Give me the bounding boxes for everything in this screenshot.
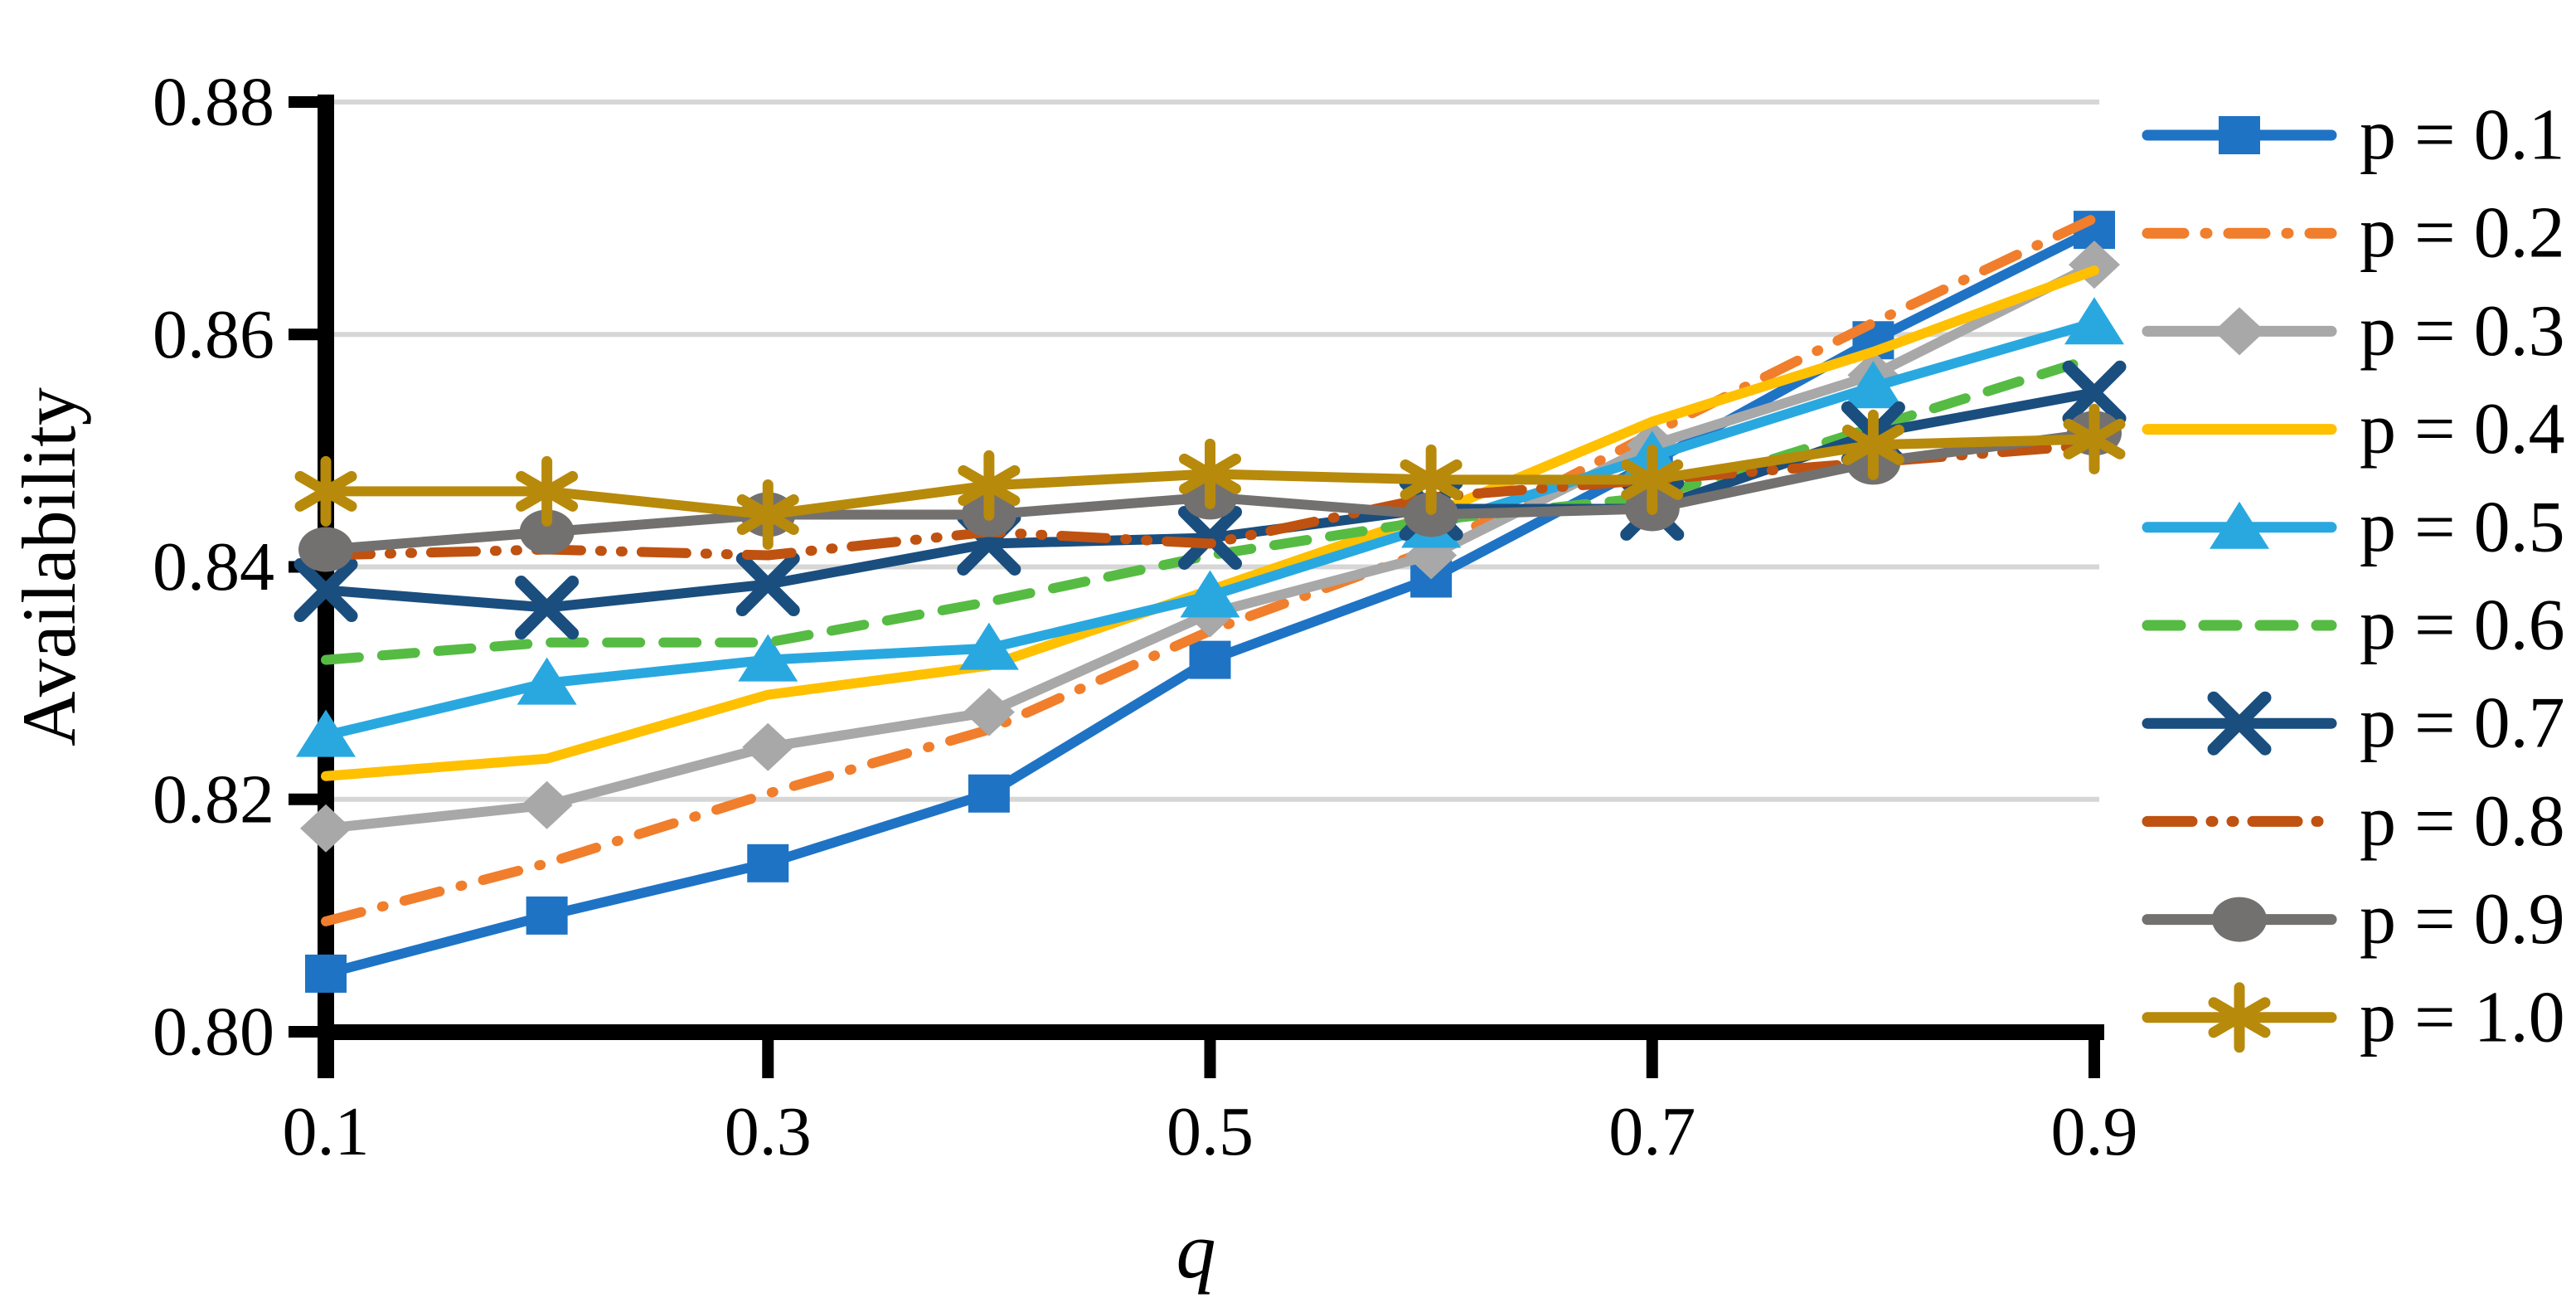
marker-diamond [300,804,352,853]
marker-asterisk [1621,444,1684,515]
marker-square [526,896,568,935]
series-line-p0.2 [321,213,2099,926]
marker-asterisk [736,479,799,550]
legend-label: p = 0.2 [2360,193,2565,274]
marker-square [305,954,347,993]
x-tick-label: 0.9 [2051,1093,2138,1170]
marker-asterisk [1841,409,1904,480]
legend-label: p = 0.1 [2360,95,2565,176]
gridline [318,796,2099,802]
legend-label: p = 0.4 [2360,389,2565,469]
marker-diamond [2214,307,2265,356]
marker-triangle [1843,361,1904,409]
marker-asterisk [2063,403,2126,474]
y-tick [289,328,326,341]
y-tick-label: 0.88 [153,64,274,141]
y-tick-label: 0.86 [153,296,274,373]
series-line-p0.4 [321,265,2099,781]
series-line-p0.8 [321,440,2099,561]
y-tick [289,96,326,108]
x-tick-label: 0.5 [1167,1093,1254,1170]
legend-label: p = 0.6 [2360,586,2565,666]
y-tick [289,1026,326,1038]
legend-label: p = 1.0 [2360,977,2565,1057]
marker-asterisk [1400,444,1463,515]
marker-diamond [963,688,1015,737]
x-tick [1646,1032,1658,1078]
y-tick-label: 0.82 [153,761,274,838]
marker-circle [298,527,353,572]
y-tick-label: 0.80 [153,994,274,1071]
marker-x [515,576,580,640]
legend-label: p = 0.3 [2360,291,2565,372]
gridline [318,564,2099,570]
legend-label: p = 0.7 [2360,683,2565,764]
marker-triangle [1180,570,1240,618]
marker-triangle [517,657,577,705]
marker-triangle [2064,297,2124,345]
gridline [318,332,2099,338]
marker-asterisk [1179,438,1241,509]
x-tick [762,1032,774,1078]
marker-x [1178,505,1242,570]
marker-asterisk [294,455,357,527]
x-axis-title: q [1176,1206,1216,1295]
marker-triangle [738,634,798,682]
marker-triangle [958,622,1019,670]
y-axis-title: Availability [7,387,91,746]
series-line-p0.6 [321,352,2099,665]
y-tick [289,793,326,805]
marker-x [735,552,800,617]
marker-x [293,558,358,623]
y-tick-label: 0.84 [153,528,274,605]
marker-asterisk [516,455,579,527]
legend-label: p = 0.5 [2360,487,2565,567]
x-tick-label: 0.7 [1608,1093,1696,1170]
x-tick-label: 0.3 [725,1093,812,1170]
x-tick-label: 0.1 [283,1093,370,1170]
marker-square [747,843,789,882]
x-tick [320,1032,332,1078]
marker-square [2219,116,2260,154]
legend-label: p = 0.8 [2360,781,2565,862]
marker-x [2062,360,2127,425]
legend-label: p = 0.9 [2360,879,2565,960]
x-tick [1204,1032,1216,1078]
marker-diamond [742,722,794,771]
gridline [318,100,2099,105]
marker-x [2207,691,2272,756]
marker-diamond [521,780,573,829]
x-tick [2088,1032,2100,1078]
marker-triangle [296,709,356,757]
marker-asterisk [958,450,1021,521]
marker-asterisk [2208,982,2271,1053]
marker-circle [519,509,575,555]
marker-square [968,774,1010,813]
marker-square [1189,640,1231,679]
marker-triangle [2210,501,2269,549]
marker-circle [2212,897,2267,942]
